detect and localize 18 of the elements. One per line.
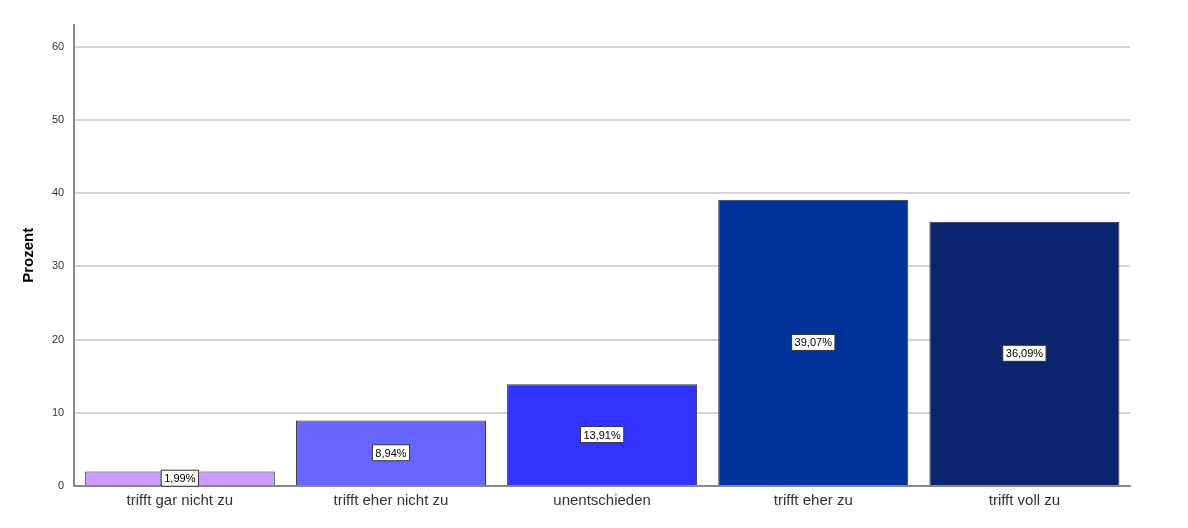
y-tick-label: 30	[51, 259, 65, 272]
data-label: 36,09%	[1005, 347, 1044, 360]
data-label: 1,99%	[164, 472, 196, 485]
y-tick-label: 20	[51, 332, 65, 345]
data-label: 8,94%	[375, 446, 407, 459]
x-tick-label: trifft eher zu	[773, 491, 853, 509]
y-tick-label: 50	[51, 112, 65, 125]
y-tick-label: 10	[51, 405, 65, 418]
y-tick-label: 60	[51, 39, 65, 52]
y-tick-label: 0	[58, 479, 65, 492]
x-tick-label: trifft gar nicht zu	[126, 491, 234, 509]
data-label: 13,91%	[583, 428, 621, 441]
y-tick-label: 40	[51, 186, 65, 199]
x-tick-label: trifft voll zu	[988, 491, 1061, 509]
y-axis-title: Prozent	[19, 227, 37, 283]
x-tick-label: unentschieden	[553, 491, 651, 509]
data-label: 39,07%	[794, 336, 833, 349]
x-tick-label: trifft eher nicht zu	[333, 491, 449, 509]
